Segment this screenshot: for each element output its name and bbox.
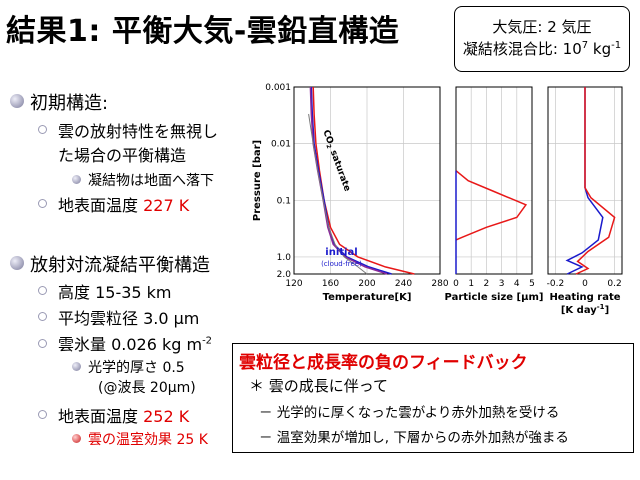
- mean-radius-text: 平均雲粒径 3.0 μm: [58, 309, 200, 328]
- x-axis-unit-label: [K day-1]: [561, 303, 609, 316]
- x-tick-label: 5: [529, 279, 535, 289]
- radiative-convective-heading: 放射対流凝結平衡構造: [30, 255, 210, 276]
- initial-structure-heading: 初期構造:: [30, 93, 109, 114]
- cloud-free-annotation: (cloud-free): [321, 260, 362, 268]
- feedback-subitem: － 温室効果が増加し, 下層からの赤外加熱が強まる: [259, 430, 569, 446]
- x-tick-label: 3: [499, 279, 505, 289]
- feedback-box: 雲粒径と成長率の負のフィードバック ＊ 雲の成長に伴って － 光学的に厚くなった…: [232, 343, 634, 453]
- bullet-icon: [10, 94, 24, 108]
- x-tick-label: 0: [582, 279, 588, 289]
- bullet-icon: [10, 256, 24, 270]
- co2-saturate-annotation: CO2 saturate: [319, 129, 351, 194]
- y-tick-label: 2.0: [277, 270, 292, 280]
- x-tick-label: -0.2: [547, 279, 565, 289]
- series-line-blue: [310, 86, 392, 275]
- y-tick-label: 0.01: [271, 140, 291, 150]
- bullet-icon: [72, 434, 81, 443]
- y-tick-label: 0.1: [277, 196, 291, 206]
- wavelength-text: (@波長 20μm): [98, 380, 196, 396]
- x-tick-label: 4: [514, 279, 520, 289]
- greenhouse-effect-text: 雲の温室効果 25 K: [88, 432, 208, 448]
- x-tick-label: 240: [395, 279, 412, 289]
- no-cloud-radiation-text: 雲の放射特性を無視し: [58, 122, 219, 141]
- feedback-subitem: － 光学的に厚くなった雲がより赤外加熱を受ける: [259, 405, 560, 421]
- feedback-item: ＊ 雲の成長に伴って: [249, 377, 389, 395]
- x-axis-label: Temperature[K]: [323, 292, 412, 303]
- series-line-red: [575, 87, 616, 275]
- x-tick-label: 200: [358, 279, 375, 289]
- x-tick-label: 2: [484, 279, 490, 289]
- bullet-ring-icon: [38, 312, 47, 321]
- x-tick-label: 120: [285, 279, 302, 289]
- x-tick-label: 280: [431, 279, 448, 289]
- cloud-ice-text: 雲氷量 0.026 kg m-2: [58, 335, 213, 354]
- feedback-title: 雲粒径と成長率の負のフィードバック: [239, 353, 528, 373]
- slide-title: 結果1: 平衡大気-雲鉛直構造: [6, 14, 400, 49]
- x-tick-label: 1: [468, 279, 474, 289]
- bullet-ring-icon: [38, 410, 47, 419]
- condensate-falls-text: 凝結物は地面へ落下: [88, 173, 214, 189]
- surface-temperature-final: 地表面温度 252 K: [58, 407, 190, 426]
- altitude-text: 高度 15-35 km: [58, 283, 172, 302]
- y-tick-label: 1.0: [277, 253, 292, 263]
- x-axis-label: Particle size [μm]: [445, 292, 544, 303]
- series-line-red: [455, 170, 528, 241]
- x-tick-label: 0: [453, 279, 459, 289]
- x-tick-label: 160: [322, 279, 339, 289]
- y-tick-label: 0.001: [265, 83, 291, 93]
- optical-depth-text: 光学的厚さ 0.5: [88, 360, 185, 376]
- x-tick-label: 0.2: [607, 279, 621, 289]
- parameter-box: 大気圧: 2 気圧 凝結核混合比: 107 kg-1: [454, 6, 630, 72]
- bullet-ring-icon: [38, 125, 47, 134]
- bullet-ring-icon: [38, 339, 47, 348]
- bullet-ring-icon: [38, 286, 47, 295]
- pressure-parameter: 大気圧: 2 気圧: [492, 18, 592, 36]
- ccn-mixing-ratio: 凝結核混合比: 107 kg-1: [462, 40, 622, 58]
- y-axis-label: Pressure [bar]: [252, 140, 263, 221]
- equilibrium-structure-text: た場合の平衡構造: [58, 146, 187, 165]
- x-axis-label: Heating rate: [549, 292, 620, 303]
- series-line-blue: [565, 87, 604, 275]
- series-line-gray: [308, 113, 368, 275]
- bullet-icon: [72, 175, 81, 184]
- initial-annotation: initial: [325, 247, 357, 258]
- surface-temperature-initial: 地表面温度 227 K: [58, 196, 190, 215]
- bullet-icon: [72, 362, 81, 371]
- series-line-red: [312, 86, 415, 275]
- bullet-ring-icon: [38, 199, 47, 208]
